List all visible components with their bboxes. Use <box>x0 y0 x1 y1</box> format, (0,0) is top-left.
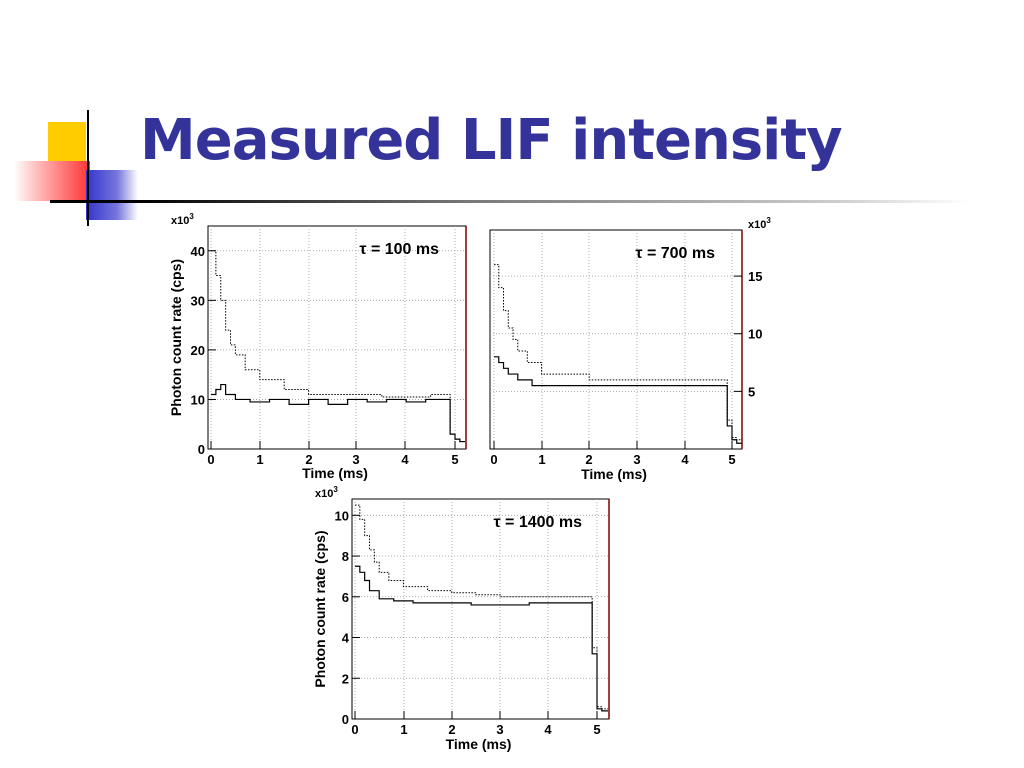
y-tick-label: 0 <box>342 712 349 727</box>
deco-horizontal-line <box>50 200 970 203</box>
x-tick-label: 5 <box>451 452 458 467</box>
x-tick-label: 1 <box>400 722 407 737</box>
x-tick-label: 3 <box>633 452 640 467</box>
x-tick-label: 1 <box>256 452 263 467</box>
deco-blue-square <box>86 170 138 220</box>
x-tick-label: 3 <box>352 452 359 467</box>
x-tick-label: 2 <box>305 452 312 467</box>
x-axis-label: Time (ms) <box>581 466 647 482</box>
series-line-solid <box>211 383 465 443</box>
y-axis-label: Photon count rate (cps) <box>312 530 328 687</box>
y-multiplier-label: x103 <box>171 212 194 227</box>
plot-frame <box>489 229 743 450</box>
tau-annotation: τ = 100 ms <box>359 241 439 258</box>
y-tick-label: 20 <box>191 343 205 358</box>
x-tick-label: 2 <box>585 452 592 467</box>
x-tick-label: 5 <box>728 452 735 467</box>
x-tick-label: 1 <box>538 452 545 467</box>
y-tick-label: 15 <box>748 269 762 284</box>
y-multiplier-label: x103 <box>748 216 771 231</box>
series-line-dotted <box>494 264 742 441</box>
series-line-dotted <box>355 504 608 710</box>
x-tick-label: 0 <box>351 722 358 737</box>
y-tick-label: 0 <box>198 442 205 457</box>
tau-annotation: τ = 1400 ms <box>493 514 582 531</box>
y-tick-label: 2 <box>342 671 349 686</box>
y-multiplier-label: x103 <box>315 485 338 500</box>
y-axis-label: Photon count rate (cps) <box>168 259 184 416</box>
deco-vertical-line <box>87 110 89 226</box>
y-tick-label: 6 <box>342 590 349 605</box>
slide-title: Measured LIF intensity <box>140 108 843 173</box>
y-tick-label: 4 <box>342 631 350 646</box>
series-line-solid <box>494 356 742 444</box>
y-tick-label: 40 <box>191 244 205 259</box>
x-axis-label: Time (ms) <box>302 465 368 481</box>
x-tick-label: 4 <box>544 722 552 737</box>
plot-frame <box>351 498 610 720</box>
y-tick-label: 8 <box>342 549 349 564</box>
x-tick-label: 2 <box>448 722 455 737</box>
x-tick-label: 0 <box>490 452 497 467</box>
x-axis-label: Time (ms) <box>446 736 512 752</box>
y-tick-label: 30 <box>191 293 205 308</box>
y-tick-label: 10 <box>335 508 349 523</box>
x-tick-label: 5 <box>593 722 600 737</box>
series-line-solid <box>355 565 608 712</box>
x-tick-label: 0 <box>207 452 214 467</box>
x-tick-label: 3 <box>496 722 503 737</box>
y-tick-label: 10 <box>748 327 762 342</box>
deco-red-square <box>14 161 90 201</box>
y-tick-label: 10 <box>191 392 205 407</box>
x-tick-label: 4 <box>681 452 689 467</box>
x-tick-label: 4 <box>401 452 409 467</box>
tau-annotation: τ = 700 ms <box>635 245 715 262</box>
y-tick-label: 5 <box>748 384 755 399</box>
plot-frame <box>207 225 467 450</box>
